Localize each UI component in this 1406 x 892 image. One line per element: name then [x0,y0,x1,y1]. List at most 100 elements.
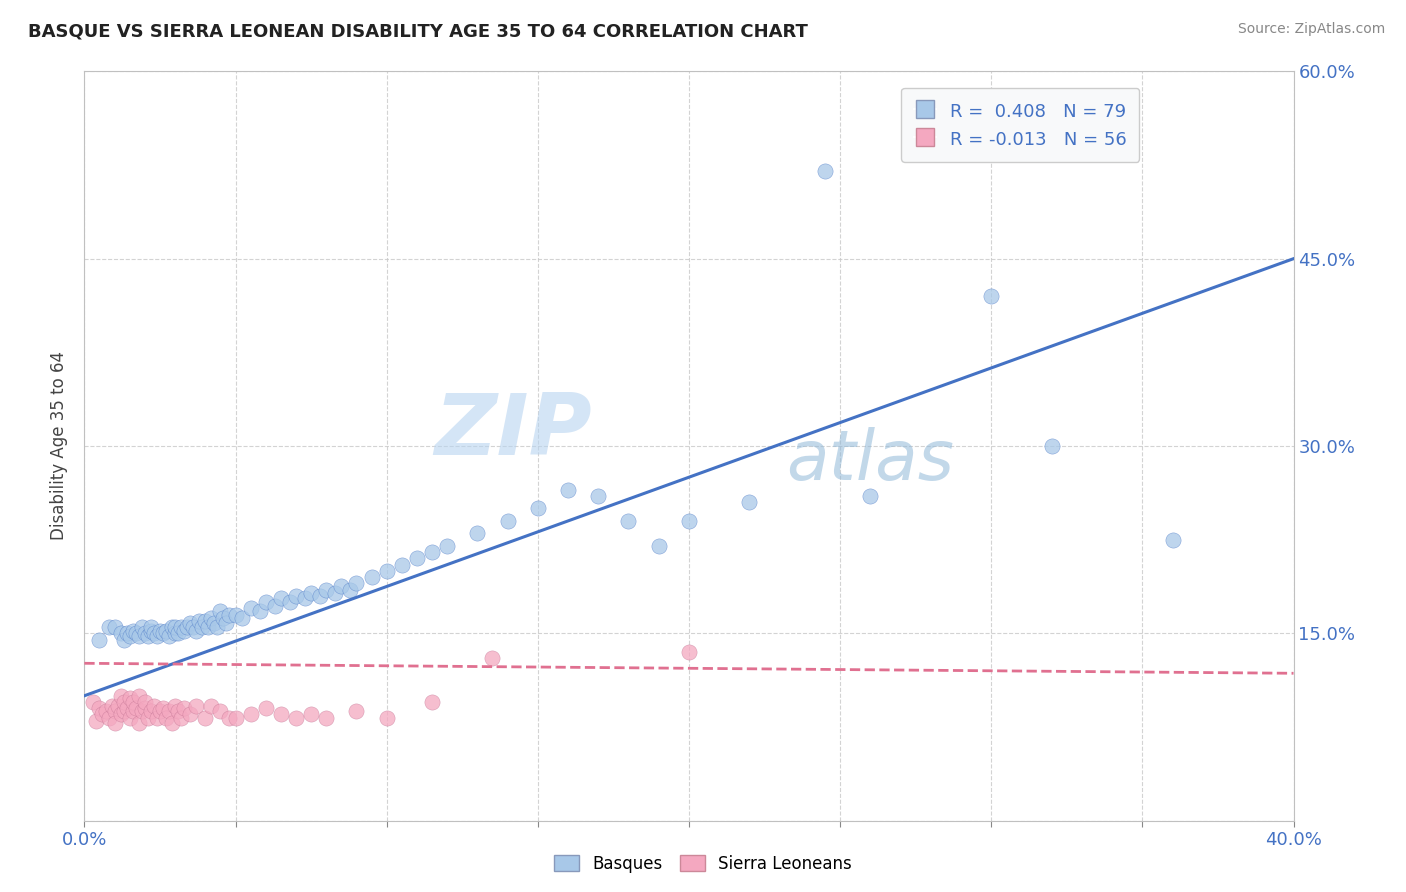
Point [118,629,141,643]
Point [136,629,159,643]
Point [160,620,183,634]
Point [186,624,208,638]
Point [104,704,127,718]
Point [346,576,368,591]
Point [617,514,640,528]
Point [139,620,162,634]
Point [110,707,132,722]
Point [121,695,143,709]
Point [146,711,169,725]
Point [678,645,700,659]
Point [165,620,187,634]
Point [225,607,247,622]
Point [100,698,122,713]
Point [115,626,138,640]
Point [155,711,177,725]
Point [299,586,322,600]
Point [125,701,148,715]
Point [218,711,240,725]
Point [496,514,519,528]
Point [738,495,761,509]
Point [315,582,337,597]
Point [173,701,195,715]
Point [218,607,240,622]
Point [188,614,211,628]
Point [173,624,195,638]
Point [152,626,174,640]
Point [467,526,489,541]
Point [94,704,117,718]
Point [167,626,190,640]
Point [167,704,190,718]
Point [112,695,135,709]
Point [170,711,193,725]
Point [121,624,143,638]
Point [239,707,262,722]
Point [134,626,156,640]
Point [110,626,132,640]
Point [420,695,443,709]
Point [209,604,232,618]
Point [648,539,671,553]
Point [330,579,353,593]
Point [112,704,135,718]
Point [131,704,153,718]
Point [212,611,235,625]
Point [420,545,443,559]
Point [89,632,111,647]
Point [157,629,180,643]
Point [176,620,198,634]
Point [97,711,120,725]
Point [859,489,882,503]
Point [678,514,700,528]
Legend: Basques, Sierra Leoneans: Basques, Sierra Leoneans [548,848,858,880]
Point [194,614,217,628]
Point [181,620,204,634]
Point [179,616,201,631]
Point [309,589,332,603]
Point [149,624,172,638]
Point [131,620,153,634]
Point [139,704,162,718]
Point [191,620,214,634]
Point [285,711,308,725]
Point [134,695,156,709]
Y-axis label: Disability Age 35 to 64: Disability Age 35 to 64 [51,351,69,541]
Point [527,501,550,516]
Point [270,591,292,606]
Point [170,620,193,634]
Point [165,698,187,713]
Point [231,611,253,625]
Point [270,707,292,722]
Point [134,701,156,715]
Point [91,707,114,722]
Point [142,626,165,640]
Text: BASQUE VS SIERRA LEONEAN DISABILITY AGE 35 TO 64 CORRELATION CHART: BASQUE VS SIERRA LEONEAN DISABILITY AGE … [28,22,808,40]
Point [165,626,187,640]
Point [89,701,111,715]
Point [360,570,382,584]
Text: atlas: atlas [786,427,953,494]
Point [323,586,346,600]
Point [194,711,217,725]
Point [155,624,177,638]
Point [121,704,143,718]
Point [239,601,262,615]
Point [125,626,148,640]
Point [294,591,316,606]
Point [588,489,610,503]
Point [179,707,201,722]
Point [346,704,368,718]
Point [557,483,579,497]
Point [200,698,222,713]
Point [146,629,169,643]
Point [391,558,413,572]
Point [115,701,138,715]
Point [104,620,127,634]
Point [980,289,1002,303]
Point [149,704,172,718]
Point [278,595,301,609]
Point [254,701,277,715]
Text: ZIP: ZIP [434,390,592,473]
Point [110,689,132,703]
